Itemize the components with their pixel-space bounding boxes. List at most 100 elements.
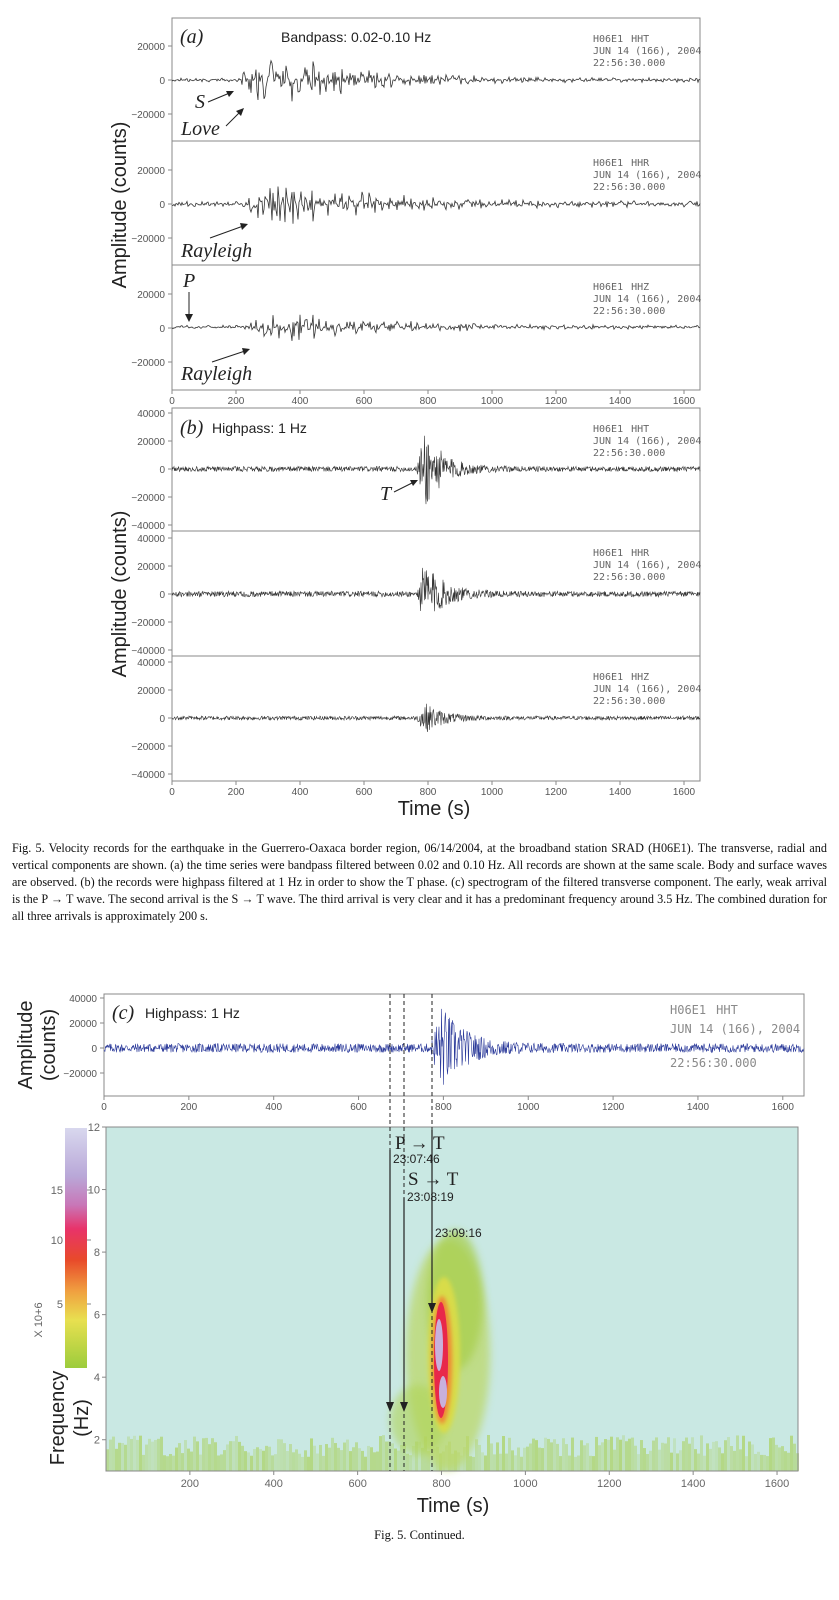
noise-cell	[646, 1454, 649, 1471]
noise-cell	[160, 1436, 163, 1471]
noise-cell	[121, 1443, 124, 1471]
noise-cell	[556, 1443, 559, 1471]
x-tick-label: 1000	[481, 396, 504, 407]
noise-cell	[571, 1437, 574, 1471]
noise-cell	[619, 1439, 622, 1471]
x-tick-label: 1400	[681, 1478, 705, 1490]
station-header: H06E1 HHT	[593, 424, 649, 435]
y-tick-label: −40000	[131, 521, 165, 532]
x-tick-label: 600	[356, 396, 373, 407]
noise-cell	[568, 1455, 571, 1471]
noise-cell	[727, 1437, 730, 1471]
panel-c-xticks: 0 200 400 600 800 1000 1200 1400 1600	[101, 1096, 794, 1113]
noise-cell	[475, 1439, 478, 1471]
noise-cell	[586, 1443, 589, 1471]
noise-cell	[259, 1449, 262, 1471]
noise-cell	[685, 1437, 688, 1471]
panel-c-station: H06E1 HHT	[670, 1003, 738, 1017]
noise-cell	[484, 1455, 487, 1471]
panel-a: 20000 0 −20000 20000 0 −20000 20000 0 −20000 H06…	[109, 17, 701, 391]
station-id: H06E1	[593, 672, 623, 683]
noise-cell	[469, 1456, 472, 1471]
figure-caption-continued: Fig. 5. Continued.	[374, 1528, 465, 1542]
noise-cell	[355, 1442, 358, 1471]
noise-cell	[763, 1454, 766, 1471]
noise-cell	[139, 1435, 142, 1471]
station-channel: HHR	[631, 548, 650, 559]
noise-cell	[163, 1455, 166, 1471]
noise-cell	[604, 1439, 607, 1471]
y-tick-label: −20000	[131, 742, 165, 753]
arrow-t-head	[410, 480, 418, 486]
station-header: H06E1 HHZ	[593, 282, 649, 293]
y-tick-label: 20000	[137, 562, 165, 573]
x-tick-label: 1200	[597, 1478, 621, 1490]
arrival-time-third: 23:09:16	[435, 1226, 482, 1240]
noise-cell	[511, 1450, 514, 1471]
y-tick-label: 0	[159, 200, 165, 211]
noise-cell	[193, 1436, 196, 1471]
noise-cell	[502, 1436, 505, 1471]
noise-cell	[508, 1437, 511, 1471]
noise-cell	[544, 1437, 547, 1471]
x-tick-label: 1200	[545, 396, 568, 407]
noise-cell	[418, 1441, 421, 1471]
arrow-p-head	[185, 314, 193, 322]
noise-cell	[640, 1440, 643, 1471]
noise-cell	[199, 1454, 202, 1471]
noise-cell	[178, 1443, 181, 1471]
noise-cell	[532, 1438, 535, 1471]
noise-cell	[736, 1435, 739, 1471]
noise-cell	[703, 1455, 706, 1471]
noise-cell	[337, 1447, 340, 1471]
noise-cell	[541, 1448, 544, 1471]
noise-cell	[256, 1447, 259, 1471]
noise-cell	[175, 1447, 178, 1471]
station-time: 22:56:30.000	[593, 572, 665, 583]
x-tick-label: 1400	[609, 787, 632, 798]
noise-cell	[667, 1437, 670, 1471]
arrival-arrow-p-t-head	[386, 1402, 394, 1412]
noise-cell	[787, 1452, 790, 1471]
arrival-time-p-t: 23:07:46	[393, 1152, 440, 1166]
noise-cell	[223, 1450, 226, 1471]
noise-cell	[793, 1443, 796, 1471]
noise-cell	[229, 1441, 232, 1471]
noise-cell	[754, 1453, 757, 1471]
noise-cell	[505, 1453, 508, 1471]
noise-cell	[301, 1456, 304, 1471]
colorbar-tick-label: 15	[51, 1185, 63, 1197]
noise-cell	[688, 1443, 691, 1471]
station-channel: HHT	[716, 1003, 738, 1017]
x-tick-label: 0	[101, 1102, 107, 1113]
noise-cell	[142, 1454, 145, 1471]
noise-cell	[280, 1439, 283, 1471]
noise-cell	[592, 1456, 595, 1471]
noise-cell	[343, 1442, 346, 1471]
noise-cell	[706, 1443, 709, 1471]
station-id: H06E1	[593, 34, 623, 45]
x-tick-label: 1600	[673, 396, 696, 407]
spectrogram-frame	[105, 1126, 799, 1472]
y-tick-label: −40000	[131, 646, 165, 657]
noise-cell	[628, 1438, 631, 1471]
noise-cell	[376, 1451, 379, 1471]
station-channel: HHT	[631, 34, 649, 45]
station-time: 22:56:30.000	[593, 182, 665, 193]
noise-cell	[379, 1436, 382, 1471]
arrow-love-head	[236, 108, 244, 116]
noise-cell	[313, 1445, 316, 1471]
y-tick-label: 0	[159, 324, 165, 335]
annotation-t: T	[380, 483, 393, 505]
x-tick-label: 800	[432, 1478, 450, 1490]
noise-cell	[250, 1455, 253, 1471]
x-tick-label: 0	[169, 787, 175, 798]
noise-cell	[757, 1451, 760, 1471]
noise-cell	[370, 1447, 373, 1471]
panel-ab-xlabel: Time (s)	[398, 798, 471, 820]
figure-caption: Fig. 5. Velocity records for the earthqu…	[12, 841, 827, 923]
noise-cell	[580, 1440, 583, 1471]
noise-cell	[421, 1447, 424, 1471]
noise-cell	[430, 1452, 433, 1471]
